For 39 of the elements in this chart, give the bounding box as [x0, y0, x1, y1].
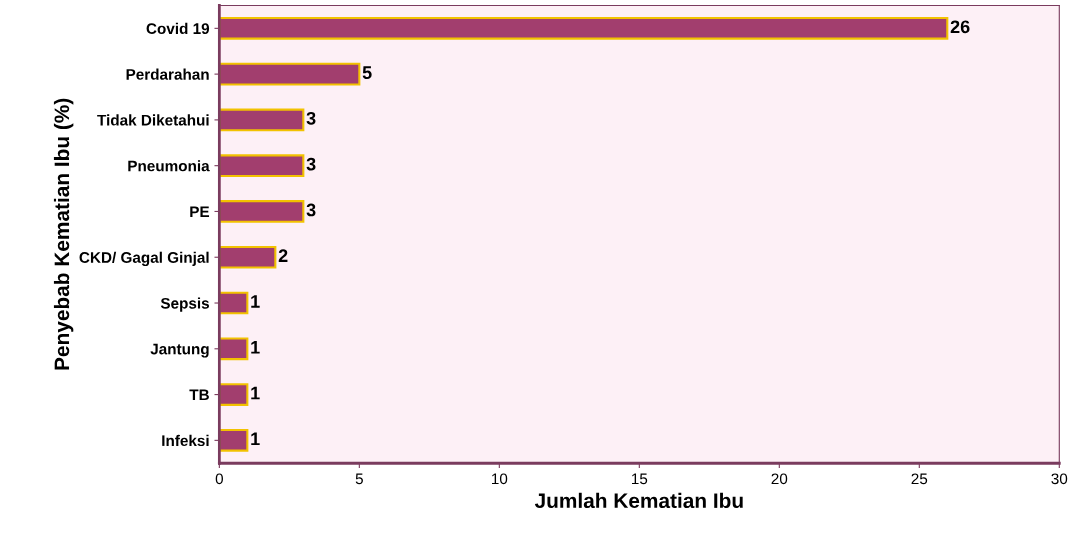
x-tick-label: 10: [492, 473, 508, 485]
y-tick-label: Tidak Diketahui: [97, 114, 209, 126]
bar: [219, 108, 305, 132]
bar: [219, 383, 249, 406]
data-label: 1: [251, 295, 260, 308]
data-label: 3: [306, 111, 316, 125]
y-axis-title: Penyebab Kematian Ibu (%): [53, 98, 74, 370]
x-tick-label: 20: [771, 473, 788, 485]
x-tick-label: 5: [355, 473, 363, 485]
data-label: 26: [950, 20, 970, 34]
x-axis-title: Jumlah Kematian Ibu: [534, 492, 743, 509]
data-label: 3: [306, 203, 316, 217]
bar: [219, 154, 305, 178]
bar: [219, 291, 249, 315]
bar: [219, 429, 249, 452]
y-tick-label: TB: [189, 389, 209, 401]
y-tick-label: CKD/ Gagal Ginjal: [79, 251, 209, 267]
bar: [219, 245, 277, 269]
y-tick-label: Perdarahan: [126, 68, 209, 80]
bar: [219, 200, 305, 223]
y-tick-label: Pneumonia: [128, 160, 210, 172]
data-label: 3: [306, 157, 316, 171]
data-label: 5: [362, 66, 372, 79]
data-label: 2: [278, 249, 288, 262]
y-tick-label: Jantung: [150, 343, 209, 358]
x-tick-label: 30: [1051, 473, 1068, 485]
y-tick-label: Covid 19: [146, 22, 210, 35]
bar: [219, 17, 949, 40]
x-tick-label: 15: [631, 473, 648, 485]
y-tick-label: Sepsis: [160, 297, 209, 312]
bar: [219, 337, 249, 361]
x-tick-label: 0: [215, 473, 223, 485]
data-label: 1: [251, 432, 260, 446]
y-tick-label: Infeksi: [162, 434, 209, 447]
y-tick-label: PE: [190, 206, 210, 217]
data-label: 1: [251, 341, 260, 354]
x-tick-label: 25: [911, 473, 928, 485]
bar: [219, 62, 361, 86]
data-label: 1: [251, 386, 260, 400]
